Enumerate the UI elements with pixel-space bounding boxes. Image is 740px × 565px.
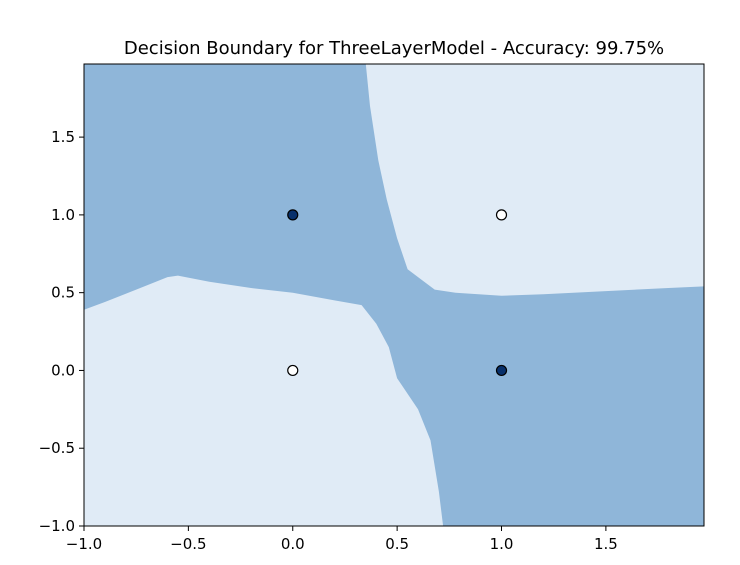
data-point-3 xyxy=(495,209,508,221)
y-tick-label: −0.5 xyxy=(39,439,75,457)
y-tick-label: 1.0 xyxy=(51,206,75,224)
y-tick-label: 0.5 xyxy=(51,284,75,302)
y-tick-label: 0.0 xyxy=(51,361,75,379)
x-tick-label: −0.5 xyxy=(170,535,206,553)
data-point-2 xyxy=(495,364,508,377)
plot-frame xyxy=(83,63,705,527)
y-tick-label: 1.5 xyxy=(51,128,75,146)
plot-area xyxy=(83,63,705,527)
chart-title: Decision Boundary for ThreeLayerModel - … xyxy=(124,38,664,59)
x-tick-label: 1.5 xyxy=(594,535,618,553)
x-tick-label: 0.5 xyxy=(385,535,409,553)
data-point-0 xyxy=(287,364,299,377)
x-tick-label: 0.0 xyxy=(281,535,305,553)
x-tick-label: 1.0 xyxy=(490,535,514,553)
x-axis: −1.0 −0.5 0.0 0.5 1.0 1.5 xyxy=(66,526,618,553)
y-axis: −1.0 −0.5 0.0 0.5 1.0 1.5 xyxy=(39,128,84,535)
x-tick-label: −1.0 xyxy=(66,535,102,553)
data-point-1 xyxy=(287,209,299,221)
region-class-1-0 xyxy=(84,64,704,526)
y-tick-label: −1.0 xyxy=(39,517,75,535)
